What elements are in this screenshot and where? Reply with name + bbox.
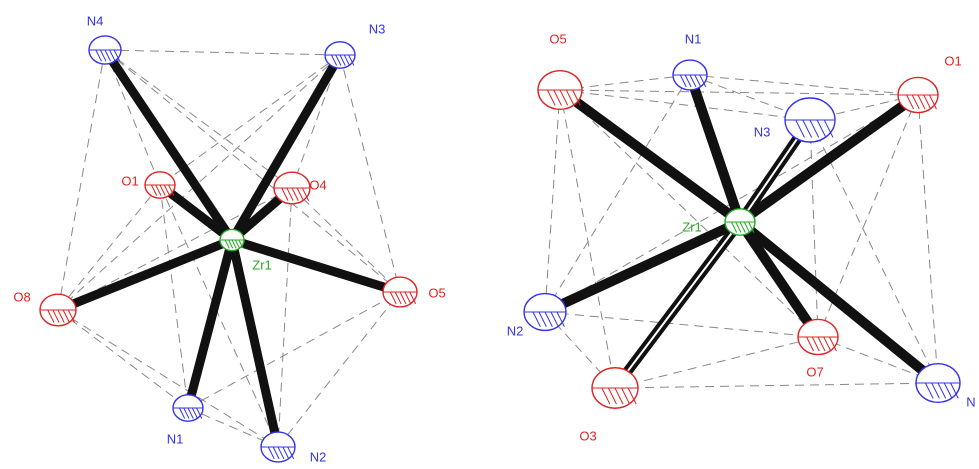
- dashed-edge: [58, 310, 188, 408]
- atom-label: N4: [87, 13, 104, 28]
- bond: [740, 222, 938, 383]
- atom-label: O1: [944, 53, 961, 68]
- dashed-edge: [58, 50, 105, 310]
- atom-label: N: [966, 394, 975, 409]
- atom-label: N2: [507, 323, 524, 338]
- atom-label: N1: [167, 431, 184, 446]
- atom-label: O5: [549, 31, 566, 46]
- atom-label: O3: [579, 428, 596, 443]
- dashed-edge: [810, 120, 818, 337]
- diagram: N4 N3 O1 O4 Zr1 O8 O5 N1 N2 O5 N1 O1 N3 Zr1 N2 O3 O7 N: [0, 0, 979, 469]
- dashed-edge: [105, 50, 400, 292]
- bond: [58, 240, 232, 310]
- atom-label: O7: [806, 364, 823, 379]
- atom-label: N2: [310, 449, 327, 464]
- dashed-edge: [278, 292, 400, 447]
- dashed-edge: [278, 188, 292, 447]
- atom-label: O8: [13, 289, 30, 304]
- dashed-edge: [160, 185, 188, 408]
- atoms: N4 N3 O1 O4 Zr1 O8 O5 N1 N2 O5 N1 O1 N3 Zr1 N2 O3 O7 N: [13, 13, 975, 464]
- bond: [105, 50, 232, 240]
- dashed-edge: [690, 75, 918, 95]
- atom-label: O1: [121, 173, 138, 188]
- dashed-edge: [58, 310, 278, 447]
- dashed-edge: [918, 95, 938, 383]
- dashed-edge: [188, 292, 400, 408]
- dashed-edge: [545, 312, 818, 337]
- atom-label: N3: [369, 21, 386, 36]
- dashed-edge: [105, 50, 292, 188]
- dashed-edge: [105, 50, 340, 55]
- atom-label: N1: [685, 31, 702, 46]
- bond: [188, 240, 232, 408]
- atom-label: N3: [754, 124, 771, 139]
- page: N4N3O1O4Zr1O8O5N1N2O5N1O1N3Zr1N2O3O7N ((…: [0, 0, 979, 469]
- bond: [232, 55, 340, 240]
- atom-label: O5: [428, 285, 445, 300]
- atom-label: O4: [309, 177, 326, 192]
- dashed-edge: [340, 55, 400, 292]
- dashed-edge: [545, 90, 560, 312]
- dashed-edge: [560, 90, 918, 95]
- atom-label: Zr1: [682, 219, 702, 234]
- dashed-edge: [615, 383, 938, 388]
- atom-label: Zr1: [252, 257, 272, 272]
